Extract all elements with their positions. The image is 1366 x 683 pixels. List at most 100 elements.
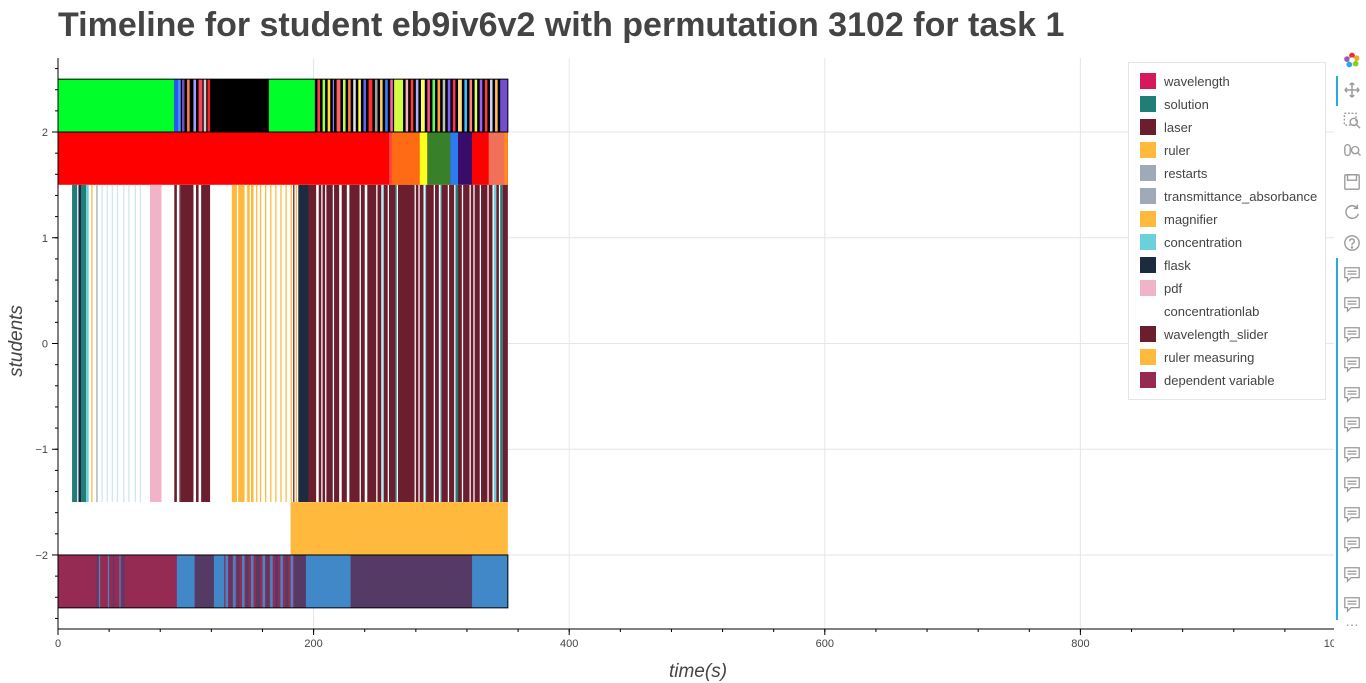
timeline-segment[interactable] [495, 79, 498, 133]
hover-icon[interactable] [1342, 354, 1362, 374]
timeline-segment[interactable] [464, 79, 467, 133]
timeline-segment[interactable] [427, 79, 430, 133]
timeline-segment[interactable] [265, 184, 267, 503]
timeline-segment[interactable] [377, 184, 382, 503]
timeline-segment[interactable] [348, 79, 351, 133]
legend-item[interactable]: magnifier [1140, 209, 1217, 229]
wheel-zoom-icon[interactable] [1342, 141, 1362, 161]
timeline-segment[interactable] [405, 79, 409, 133]
timeline-segment[interactable] [472, 554, 508, 608]
timeline-segment[interactable] [266, 554, 269, 608]
timeline-segment[interactable] [424, 184, 427, 503]
timeline-segment[interactable] [410, 79, 414, 133]
timeline-segment[interactable] [437, 79, 441, 133]
timeline-segment[interactable] [349, 184, 360, 503]
timeline-segment[interactable] [427, 132, 451, 185]
timeline-segment[interactable] [419, 132, 428, 185]
timeline-segment[interactable] [256, 184, 258, 503]
hover-icon[interactable] [1342, 564, 1362, 584]
timeline-segment[interactable] [415, 79, 419, 133]
legend-item[interactable]: pdf [1140, 278, 1182, 298]
timeline-segment[interactable] [502, 184, 508, 503]
legend-item[interactable]: wavelength [1140, 71, 1230, 91]
timeline-segment[interactable] [353, 79, 356, 133]
legend-item[interactable]: laser [1140, 117, 1192, 137]
timeline-segment[interactable] [358, 79, 361, 133]
timeline-segment[interactable] [111, 184, 113, 503]
timeline-segment[interactable] [293, 184, 295, 503]
legend-item[interactable]: dependent variable [1140, 370, 1275, 390]
legend-item[interactable]: concentration [1140, 232, 1242, 252]
timeline-segment[interactable] [383, 184, 388, 503]
timeline-segment[interactable] [420, 79, 425, 133]
timeline-segment[interactable] [305, 554, 351, 608]
timeline-segment[interactable] [233, 554, 236, 608]
timeline-segment[interactable] [86, 184, 89, 503]
timeline-segment[interactable] [112, 554, 115, 608]
timeline-segment[interactable] [150, 184, 162, 503]
timeline-segment[interactable] [280, 554, 283, 608]
timeline-segment[interactable] [341, 184, 347, 503]
timeline-segment[interactable] [174, 184, 177, 503]
timeline-segment[interactable] [231, 184, 237, 503]
timeline-segment[interactable] [447, 79, 451, 133]
save-icon[interactable] [1342, 172, 1362, 192]
timeline-segment[interactable] [229, 554, 232, 608]
timeline-segment[interactable] [363, 79, 366, 133]
timeline-segment[interactable] [101, 184, 103, 503]
timeline-segment[interactable] [488, 184, 493, 503]
reset-icon[interactable] [1342, 202, 1362, 222]
timeline-segment[interactable] [334, 184, 340, 503]
timeline-segment[interactable] [121, 554, 125, 608]
timeline-segment[interactable] [470, 184, 474, 503]
timeline-segment[interactable] [394, 79, 404, 133]
hover-icon[interactable] [1342, 294, 1362, 314]
timeline-segment[interactable] [250, 554, 254, 608]
timeline-segment[interactable] [72, 184, 78, 503]
hover-icon[interactable] [1342, 384, 1362, 404]
timeline-segment[interactable] [322, 79, 326, 133]
timeline-segment[interactable] [181, 79, 185, 133]
legend-item[interactable]: ruler [1140, 140, 1190, 160]
timeline-segment[interactable] [474, 184, 480, 503]
timeline-segment[interactable] [385, 79, 388, 133]
timeline-segment[interactable] [342, 79, 346, 133]
timeline-segment[interactable] [469, 79, 473, 133]
timeline-segment[interactable] [123, 184, 125, 503]
legend-item[interactable]: ruler measuring [1140, 347, 1254, 367]
timeline-segment[interactable] [174, 79, 179, 133]
timeline-segment[interactable] [285, 184, 287, 503]
timeline-segment[interactable] [415, 184, 419, 503]
help-icon[interactable] [1342, 233, 1362, 253]
timeline-segment[interactable] [308, 184, 317, 503]
timeline-segment[interactable] [336, 79, 341, 133]
timeline-segment[interactable] [290, 554, 294, 608]
timeline-segment[interactable] [196, 184, 199, 503]
timeline-segment[interactable] [270, 184, 272, 503]
timeline-segment[interactable] [391, 132, 420, 185]
timeline-segment[interactable] [484, 79, 488, 133]
timeline-segment[interactable] [294, 554, 306, 608]
timeline-segment[interactable] [389, 132, 392, 185]
timeline-segment[interactable] [395, 184, 397, 503]
timeline-segment[interactable] [198, 79, 203, 133]
hover-icon[interactable] [1342, 264, 1362, 284]
timeline-segment[interactable] [360, 184, 365, 503]
timeline-segment[interactable] [389, 184, 396, 503]
legend-item[interactable]: wavelength_slider [1140, 324, 1268, 344]
timeline-segment[interactable] [58, 79, 175, 133]
legend-item[interactable]: restarts [1140, 163, 1207, 183]
timeline-segment[interactable] [327, 79, 331, 133]
hover-icon[interactable] [1342, 324, 1362, 344]
hover-icon[interactable] [1342, 444, 1362, 464]
timeline-segment[interactable] [91, 184, 93, 503]
timeline-segment[interactable] [426, 184, 434, 503]
timeline-segment[interactable] [367, 184, 377, 503]
timeline-segment[interactable] [419, 184, 424, 503]
timeline-segment[interactable] [250, 184, 254, 503]
timeline-segment[interactable] [380, 79, 383, 133]
timeline-segment[interactable] [390, 79, 393, 133]
box-zoom-icon[interactable] [1342, 111, 1362, 131]
timeline-segment[interactable] [472, 132, 489, 185]
timeline-segment[interactable] [332, 79, 335, 133]
